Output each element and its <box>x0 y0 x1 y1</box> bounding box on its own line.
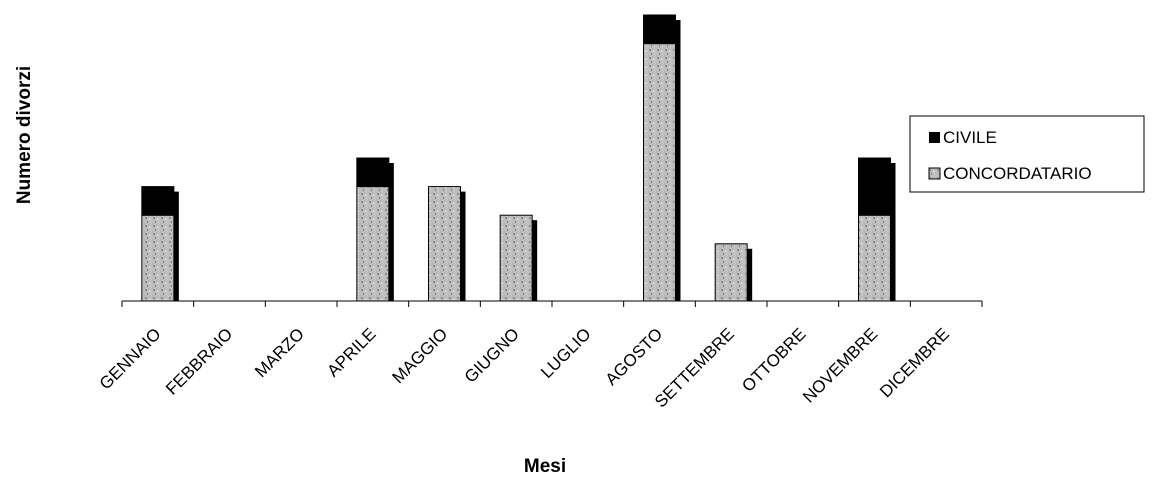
bar-concordatario-agosto <box>643 43 676 302</box>
y-axis-label: Numero divorzi <box>14 66 35 204</box>
legend-swatch-concordatario <box>928 167 941 180</box>
bar-concordatario-settembre <box>714 243 748 302</box>
bar-concordatario-gennaio <box>141 214 175 302</box>
bar-concordatario-aprile <box>356 186 390 302</box>
x-tick-label: APRILE <box>323 324 379 380</box>
x-axis-label: Mesi <box>524 456 566 477</box>
legend-box <box>909 115 1145 193</box>
legend-label-civile: CIVILE <box>943 128 997 147</box>
x-tick-label: OTTOBRE <box>738 324 809 395</box>
x-tick-label: GIUGNO <box>461 324 523 386</box>
legend-swatch-civile <box>929 132 940 143</box>
bar-civile-novembre <box>858 157 891 216</box>
bar-concordatario-giugno <box>499 214 533 302</box>
bar-civile-gennaio <box>141 186 175 216</box>
x-tick-label: AGOSTO <box>602 324 667 389</box>
x-tick-label: MAGGIO <box>388 324 451 387</box>
legend: CIVILE CONCORDATARIO <box>909 115 1145 193</box>
bar-civile-agosto <box>643 14 676 45</box>
x-tick-label: NOVEMBRE <box>799 324 881 406</box>
bar-civile-aprile <box>356 157 390 188</box>
x-axis-ticks <box>121 301 983 307</box>
bar-concordatario-novembre <box>858 214 891 302</box>
x-tick-label: FEBBRAIO <box>162 324 236 398</box>
bars <box>141 14 896 302</box>
bar-concordatario-maggio <box>428 186 461 302</box>
x-tick-label: DICEMBRE <box>876 324 953 401</box>
x-tick-label: LUGLIO <box>537 324 595 382</box>
x-tick-label: MARZO <box>251 324 308 381</box>
legend-label-concordatario: CONCORDATARIO <box>943 164 1092 183</box>
x-tick-label: GENNAIO <box>96 324 165 393</box>
